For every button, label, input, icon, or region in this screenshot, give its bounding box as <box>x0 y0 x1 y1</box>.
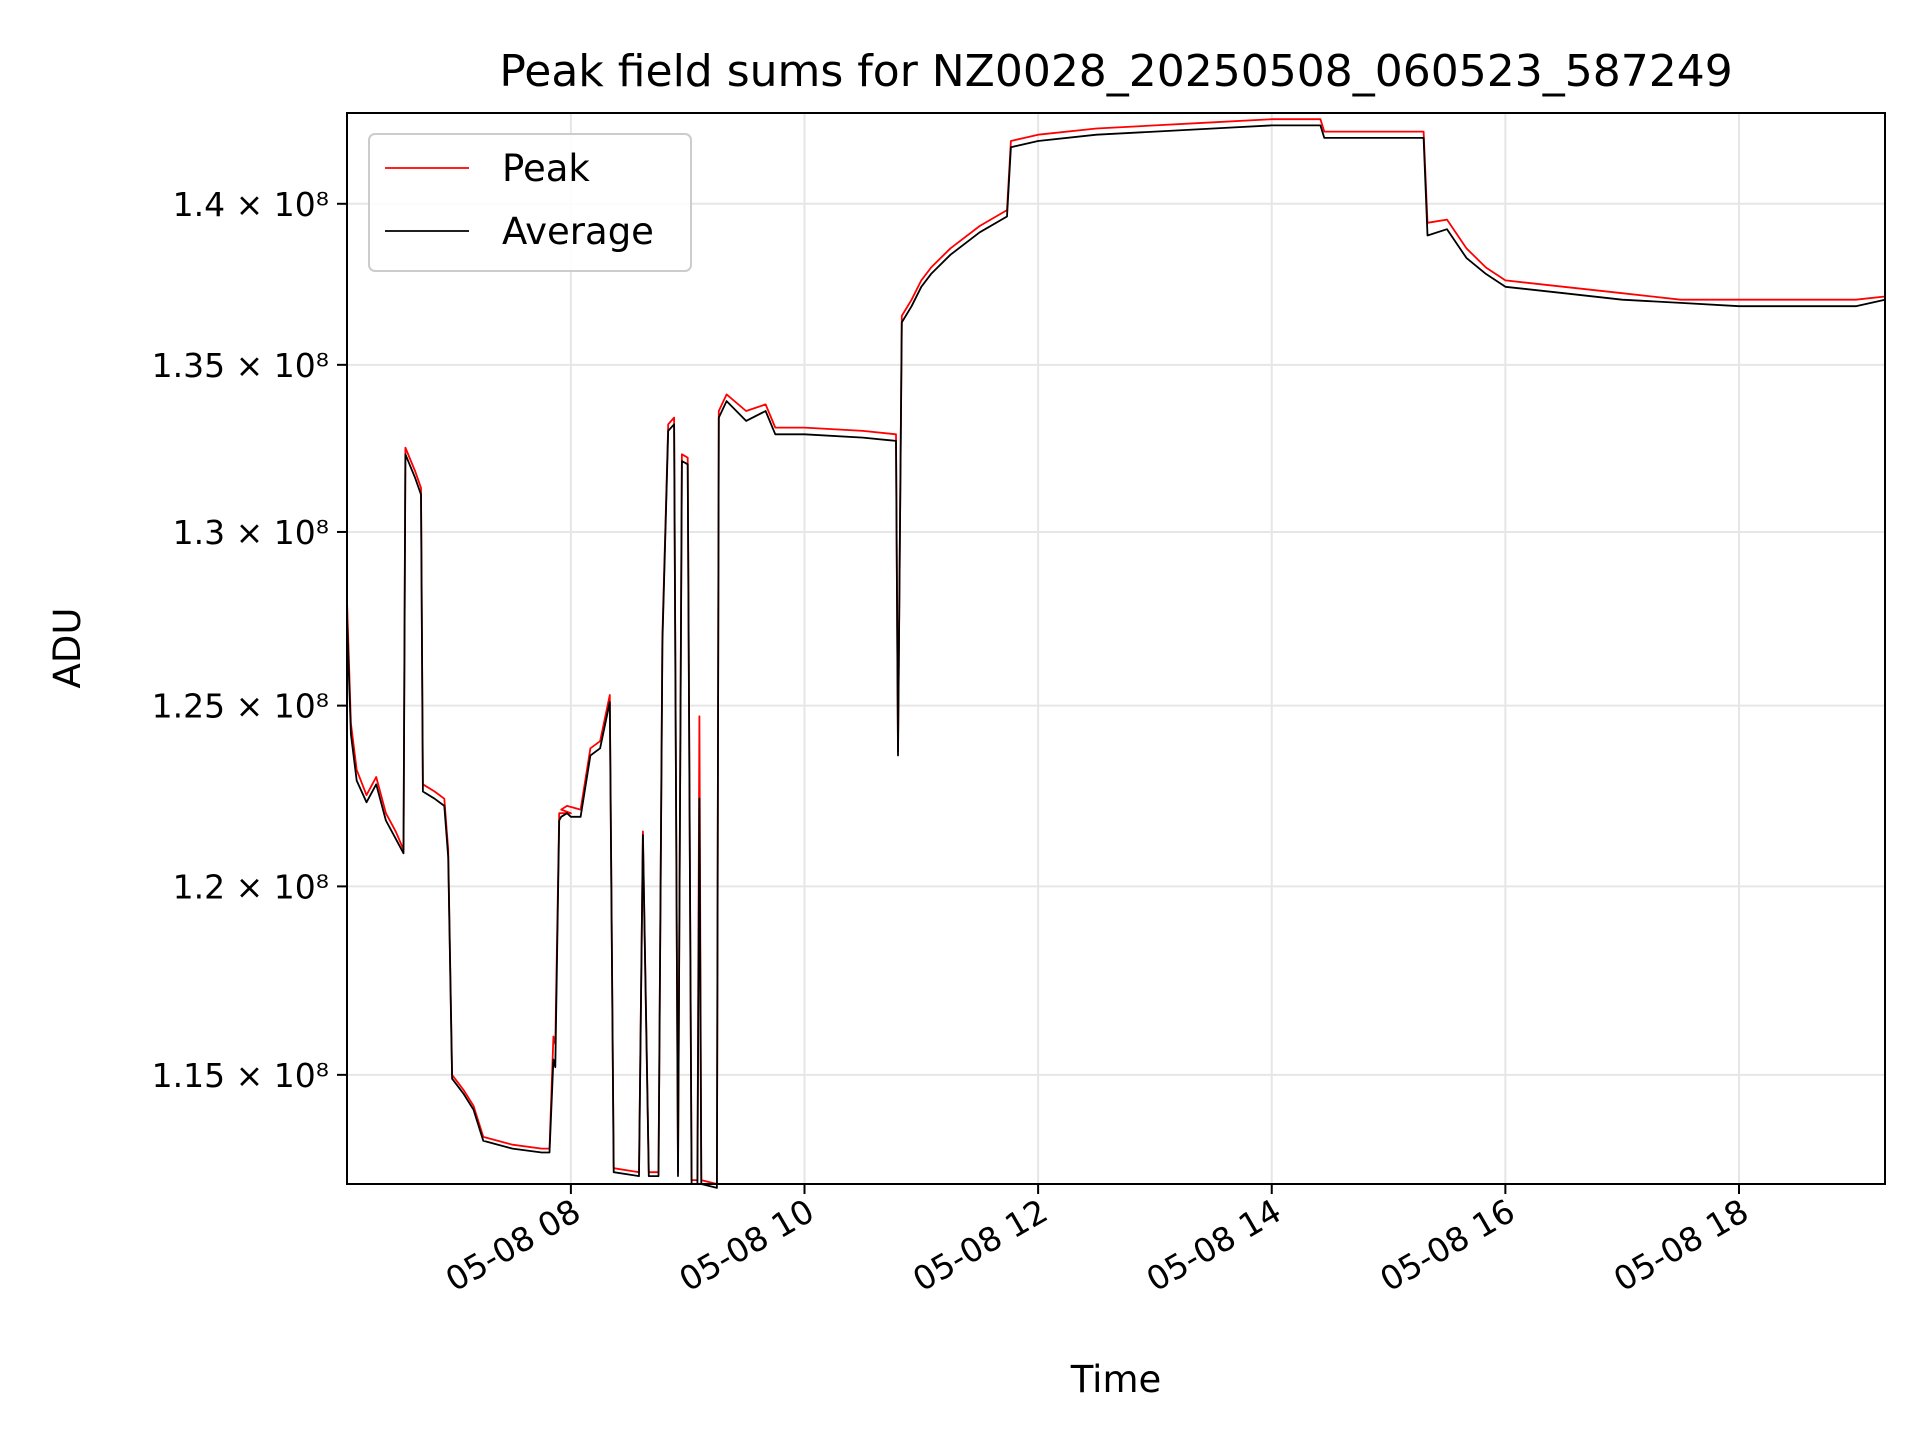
y-tick-label: 1.4 × 10⁸ <box>173 185 329 224</box>
y-axis-label: ADU <box>46 608 89 689</box>
y-tick-label: 1.2 × 10⁸ <box>173 867 329 906</box>
legend-label-average: Average <box>502 210 654 253</box>
series-layer <box>346 118 1886 1189</box>
plot-frame <box>346 112 1886 1185</box>
x-axis-label: Time <box>1070 1358 1162 1401</box>
grid <box>347 113 1885 1184</box>
y-tick-label: 1.3 × 10⁸ <box>173 513 329 552</box>
y-tick-label: 1.15 × 10⁸ <box>152 1056 329 1095</box>
legend: Peak Average <box>368 133 692 272</box>
y-tick-label: 1.35 × 10⁸ <box>152 346 329 385</box>
y-tick-label: 1.25 × 10⁸ <box>152 687 329 726</box>
series-line-average <box>346 124 1886 1189</box>
chart-title: Peak field sums for NZ0028_20250508_0605… <box>499 46 1732 97</box>
legend-label-peak: Peak <box>502 147 590 190</box>
